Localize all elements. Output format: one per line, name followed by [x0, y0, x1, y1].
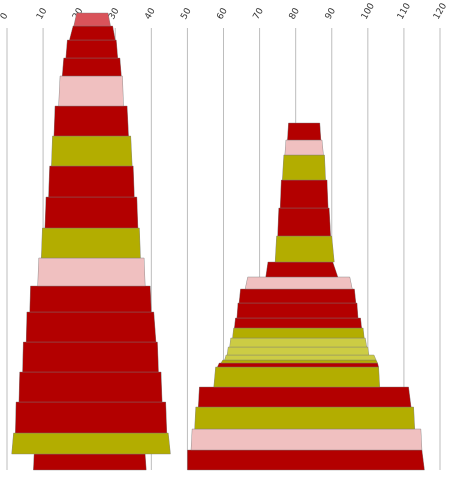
stack-segment	[217, 362, 379, 368]
stack-segment	[279, 179, 329, 209]
stack-segment	[238, 288, 357, 304]
stack-segment	[220, 359, 378, 364]
stack-segment	[53, 105, 129, 137]
stack-segment	[25, 311, 157, 343]
stack-segment	[58, 75, 124, 107]
stack-segment	[265, 261, 339, 278]
stack-segment	[229, 337, 367, 348]
stack-segment	[18, 371, 163, 403]
stack-segment	[190, 428, 423, 451]
stack-segment	[284, 139, 324, 156]
x-tick-label: 110	[396, 1, 413, 21]
x-tick-label: 0	[0, 11, 11, 21]
stack-segment	[194, 406, 415, 430]
stack-segment	[224, 354, 377, 361]
stack-segment	[51, 135, 133, 167]
stack-segment	[15, 401, 168, 434]
x-tick-label: 80	[288, 6, 303, 21]
stack-segment	[226, 346, 370, 356]
stack-segment	[234, 317, 362, 329]
stack-segment	[73, 12, 111, 27]
x-tick-label: 120	[432, 1, 449, 21]
stack-segment	[22, 341, 159, 373]
x-tick-label: 100	[360, 1, 377, 21]
stack-segment	[11, 432, 171, 455]
stack-segment	[65, 39, 118, 59]
stack-segment	[236, 302, 359, 319]
stack-segment	[29, 285, 152, 313]
stack-segment	[213, 366, 380, 388]
stack-segment	[274, 235, 335, 263]
stack-segment	[198, 386, 412, 408]
x-tick-label: 50	[179, 6, 194, 21]
stack-segment	[44, 196, 139, 229]
stack-segment	[282, 154, 326, 181]
stack-segment	[232, 327, 365, 339]
x-tick-label: 60	[215, 6, 230, 21]
stack-segment	[187, 449, 425, 471]
stack-segment	[37, 257, 146, 287]
stack-segment	[61, 57, 122, 77]
stack-segment	[48, 165, 135, 198]
stack-segment	[41, 227, 141, 259]
stack-segment	[244, 276, 353, 290]
stack-segment	[277, 207, 331, 237]
x-tick-label: 40	[143, 6, 158, 21]
x-tick-label: 70	[252, 6, 267, 21]
left-stack	[11, 12, 171, 471]
stack-segment	[69, 25, 116, 41]
stack-segment	[287, 122, 322, 141]
stack-segment	[33, 453, 147, 471]
x-tick-label: 10	[35, 6, 50, 21]
right-stack	[187, 122, 425, 471]
x-tick-label: 90	[324, 6, 339, 21]
x-axis-tick-labels: 0102030405060708090100110120	[0, 1, 449, 21]
